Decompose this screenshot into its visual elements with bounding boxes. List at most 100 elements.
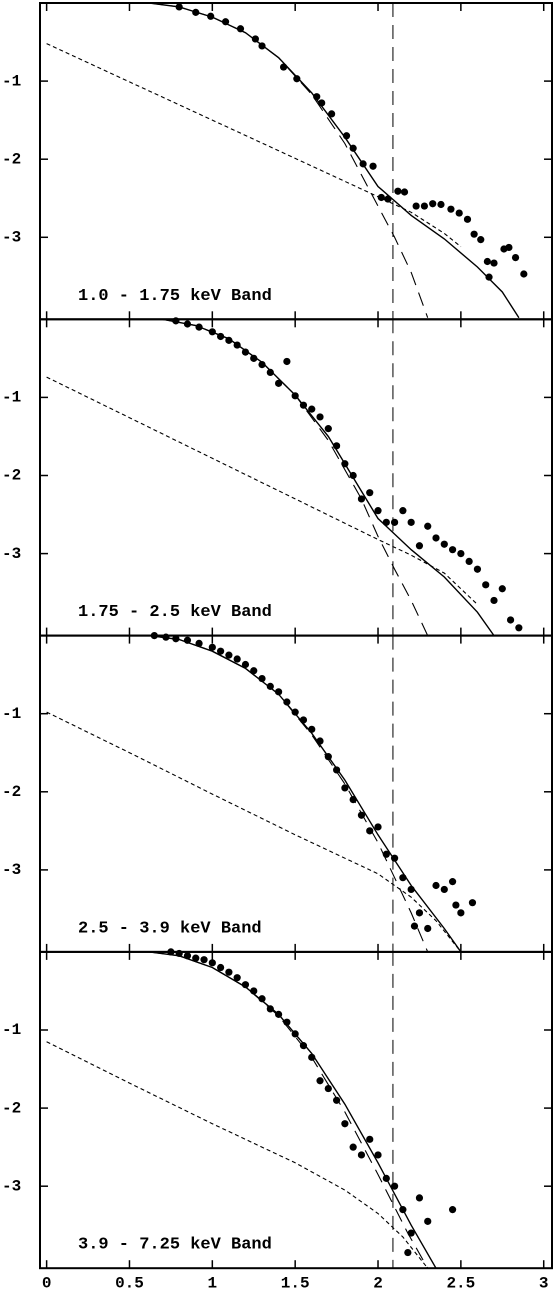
data-point	[283, 1018, 291, 1026]
data-point	[415, 1194, 424, 1202]
data-point	[424, 1217, 432, 1225]
data-point	[382, 1174, 390, 1182]
data-point	[328, 110, 336, 118]
y-tick-label: -3	[2, 229, 21, 247]
data-point	[424, 522, 432, 530]
data-point	[279, 63, 288, 71]
data-point	[498, 585, 506, 593]
data-point	[483, 257, 491, 266]
data-point	[366, 827, 374, 835]
data-point	[463, 215, 472, 223]
x-tick-label: 2.5	[446, 1274, 475, 1292]
data-point	[511, 254, 520, 262]
x-tick-label: 1	[208, 1274, 218, 1292]
data-point	[258, 42, 266, 50]
data-point	[208, 328, 216, 336]
data-point	[432, 534, 440, 542]
data-point	[470, 230, 478, 238]
data-point	[412, 202, 420, 210]
data-point	[399, 874, 407, 882]
data-point	[415, 542, 424, 550]
data-point	[241, 981, 250, 989]
data-point	[225, 651, 233, 659]
model-curve	[46, 376, 478, 605]
model-curve	[149, 635, 429, 952]
data-point	[266, 682, 274, 690]
data-point	[447, 205, 455, 213]
data-point	[349, 1143, 357, 1151]
data-point	[332, 442, 341, 450]
data-point	[258, 995, 266, 1003]
data-point	[316, 413, 324, 421]
data-point	[332, 766, 341, 774]
data-point	[324, 1084, 332, 1093]
data-point	[183, 636, 192, 644]
data-point	[515, 624, 523, 632]
data-point	[432, 881, 440, 890]
data-point	[251, 35, 260, 43]
data-point	[366, 489, 374, 497]
y-tick-label: -1	[2, 72, 21, 90]
data-point	[250, 987, 258, 995]
data-point	[349, 471, 357, 480]
data-point	[473, 565, 482, 573]
data-point	[183, 320, 192, 328]
data-point	[394, 187, 402, 195]
data-point	[299, 716, 308, 724]
data-point	[299, 401, 308, 409]
data-point	[299, 1042, 308, 1050]
data-point	[415, 909, 424, 917]
data-point	[207, 12, 215, 20]
data-point	[208, 643, 216, 651]
data-point	[490, 259, 498, 267]
model-curve	[149, 635, 462, 952]
data-point	[377, 193, 385, 202]
data-point	[241, 348, 250, 356]
band-label: 1.75 - 2.5 keV Band	[78, 603, 272, 622]
data-point	[448, 1206, 457, 1214]
model-curve	[149, 3, 520, 319]
data-point	[448, 546, 457, 554]
data-point	[208, 959, 216, 967]
data-point	[341, 460, 349, 468]
data-point	[236, 25, 245, 33]
band-label: 3.9 - 7.25 keV Band	[78, 1236, 272, 1255]
data-point	[332, 1096, 341, 1104]
y-tick-label: -1	[2, 705, 21, 723]
data-point	[318, 99, 326, 107]
data-point	[390, 1182, 399, 1190]
data-point	[341, 1120, 349, 1128]
data-point	[455, 209, 463, 217]
data-point	[241, 660, 250, 669]
data-point	[266, 1005, 274, 1013]
data-point	[420, 202, 429, 210]
data-point	[457, 909, 465, 917]
model-curve	[162, 319, 429, 636]
x-tick-label: 0.5	[115, 1274, 144, 1292]
data-point	[407, 1229, 415, 1237]
data-point	[357, 495, 366, 503]
data-point	[407, 885, 415, 894]
data-point	[349, 144, 357, 152]
data-point	[308, 405, 316, 413]
data-point	[217, 647, 225, 655]
data-point	[374, 823, 382, 831]
band-label: 1.0 - 1.75 keV Band	[78, 287, 272, 306]
data-point	[440, 885, 448, 894]
model-curve	[46, 711, 462, 952]
data-point	[400, 188, 409, 196]
model-curve	[162, 319, 495, 636]
y-tick-label: -2	[2, 150, 21, 168]
x-tick-label: 1.5	[281, 1274, 310, 1292]
data-point	[490, 596, 498, 605]
data-point	[172, 317, 180, 325]
data-point	[382, 518, 390, 526]
data-point	[448, 878, 457, 886]
data-point	[324, 425, 332, 433]
data-point	[410, 922, 419, 930]
x-tick-label: 2	[373, 1274, 383, 1292]
model-curve	[149, 3, 429, 318]
data-point	[275, 688, 283, 696]
y-tick-label: -3	[2, 545, 21, 563]
